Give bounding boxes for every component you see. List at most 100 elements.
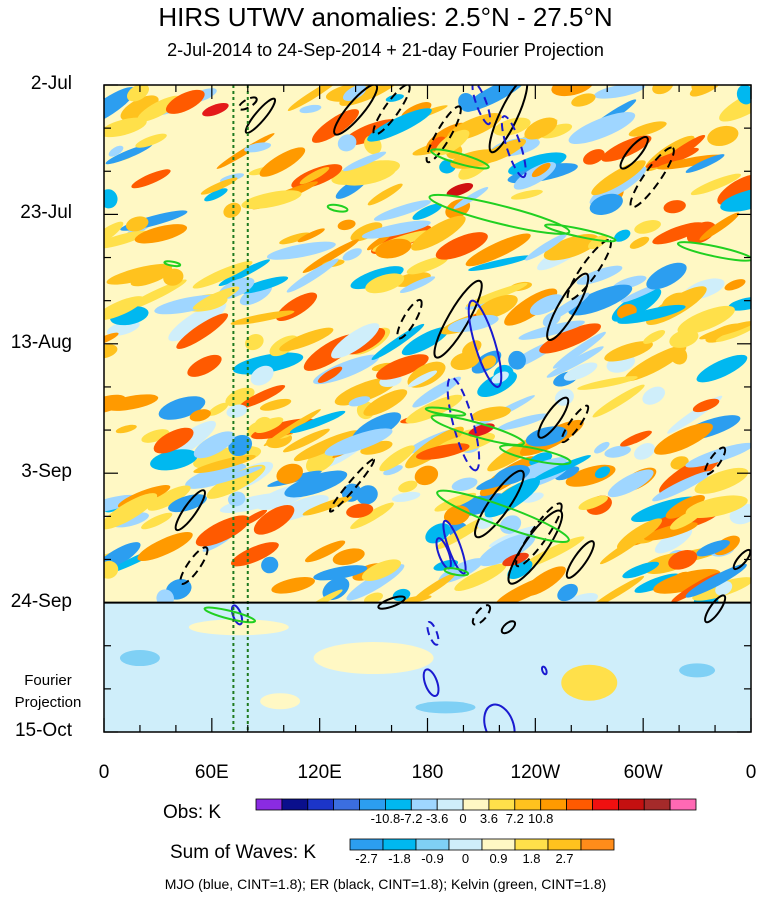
anomaly-blob (259, 147, 306, 177)
wave-contours (163, 85, 751, 732)
anomaly-blob (105, 143, 153, 165)
colorbar-swatch (448, 838, 483, 851)
anomaly-field (104, 85, 751, 714)
anomaly-blob (324, 428, 393, 456)
anomaly-blob (104, 394, 126, 414)
reference-lines (104, 85, 751, 732)
anomaly-blob (408, 370, 438, 388)
anomaly-blob (228, 491, 246, 507)
anomaly-blob (104, 221, 124, 248)
anomaly-blob (141, 429, 170, 443)
anomaly-blob (115, 424, 137, 434)
green-wave-contour (430, 414, 525, 446)
anomaly-blob (654, 422, 713, 455)
anomaly-blob (348, 396, 371, 407)
black-wave-contour (500, 620, 517, 635)
anomaly-blob (193, 454, 256, 474)
anomaly-blob (346, 503, 374, 518)
anomaly-blob (104, 117, 147, 138)
green-wave-contour (430, 148, 490, 170)
anomaly-blob (204, 188, 228, 202)
anomaly-blob (254, 417, 284, 434)
anomaly-blob (568, 284, 633, 316)
anomaly-blob (230, 310, 295, 325)
anomaly-blob (313, 565, 368, 581)
anomaly-blob (297, 228, 325, 243)
anomaly-blob (478, 533, 536, 567)
anomaly-blob (715, 324, 751, 342)
anomaly-blob (125, 216, 149, 232)
blue-wave-contour (446, 376, 481, 472)
anomaly-blob (546, 346, 604, 378)
colorbar-swatch (255, 798, 283, 811)
projection-label-line2: Projection (14, 694, 82, 711)
anomaly-blob (591, 160, 646, 196)
black-wave-contour (174, 489, 206, 532)
anomaly-blob (540, 123, 573, 139)
x-tick-label: 60E (194, 762, 229, 783)
anomaly-blob (104, 344, 118, 359)
anomaly-blob (293, 430, 360, 462)
anomaly-blob (340, 163, 397, 186)
anomaly-blob (331, 323, 380, 359)
blue-wave-contour (540, 665, 548, 676)
projection-blob (188, 619, 289, 636)
anomaly-blob (131, 169, 171, 189)
anomaly-blob (168, 301, 227, 342)
black-wave-contour (474, 469, 525, 539)
anomaly-blob (658, 134, 706, 168)
green-wave-contour (443, 567, 470, 577)
anomaly-blob (375, 238, 412, 259)
colorbar-swatch (359, 798, 386, 811)
anomaly-blob (479, 138, 526, 164)
anomaly-blob (510, 189, 543, 200)
anomaly-blob (185, 463, 247, 489)
colorbar-swatch (384, 798, 412, 811)
anomaly-blob (552, 331, 606, 369)
projection-label-line1: Fourier (24, 672, 72, 689)
anomaly-blob (192, 286, 240, 310)
anomaly-blob (259, 398, 292, 411)
projection-blob (260, 693, 301, 710)
anomaly-blob (643, 330, 666, 344)
anomaly-blob (104, 101, 127, 111)
colorbar-tick-label: 10.8 (528, 811, 554, 826)
anomaly-blob (653, 569, 721, 594)
colorbar-tick-label: -2.7 (355, 851, 378, 866)
anomaly-blob (158, 396, 206, 420)
colorbar-swatch (669, 798, 697, 811)
anomaly-blob (250, 365, 274, 386)
anomaly-blob (126, 85, 150, 102)
colorbar-tick-label: -0.9 (421, 851, 444, 866)
colorbar-swatch (540, 798, 568, 811)
anomaly-blob (398, 480, 418, 493)
anomaly-blob (282, 428, 330, 453)
black-wave-contour (704, 446, 727, 476)
colorbar-swatch (643, 798, 671, 811)
anomaly-blob (104, 230, 148, 249)
anomaly-blob (383, 465, 403, 476)
y-tick-label: 24-Sep (10, 590, 72, 612)
anomaly-blob (401, 326, 450, 356)
anomaly-blob (379, 445, 415, 472)
anomaly-blob (361, 220, 431, 239)
anomaly-blob (287, 85, 341, 111)
anomaly-blob (622, 561, 660, 579)
blue-wave-contour (471, 85, 492, 126)
anomaly-blob (120, 95, 159, 121)
anomaly-blob (279, 327, 334, 352)
anomaly-blob (226, 404, 248, 418)
anomaly-blob (200, 177, 238, 195)
colorbar-swatch (488, 798, 516, 811)
anomaly-blob (356, 485, 378, 505)
anomaly-blob (491, 371, 509, 384)
anomaly-blob (518, 320, 585, 340)
anomaly-blob (646, 262, 687, 290)
anomaly-blob (604, 445, 631, 458)
anomaly-blob (531, 455, 591, 482)
green-wave-contour (544, 223, 617, 243)
anomaly-blob (607, 469, 654, 498)
anomaly-blob (302, 496, 352, 516)
anomaly-blob (555, 466, 580, 481)
anomaly-blob (616, 518, 663, 549)
